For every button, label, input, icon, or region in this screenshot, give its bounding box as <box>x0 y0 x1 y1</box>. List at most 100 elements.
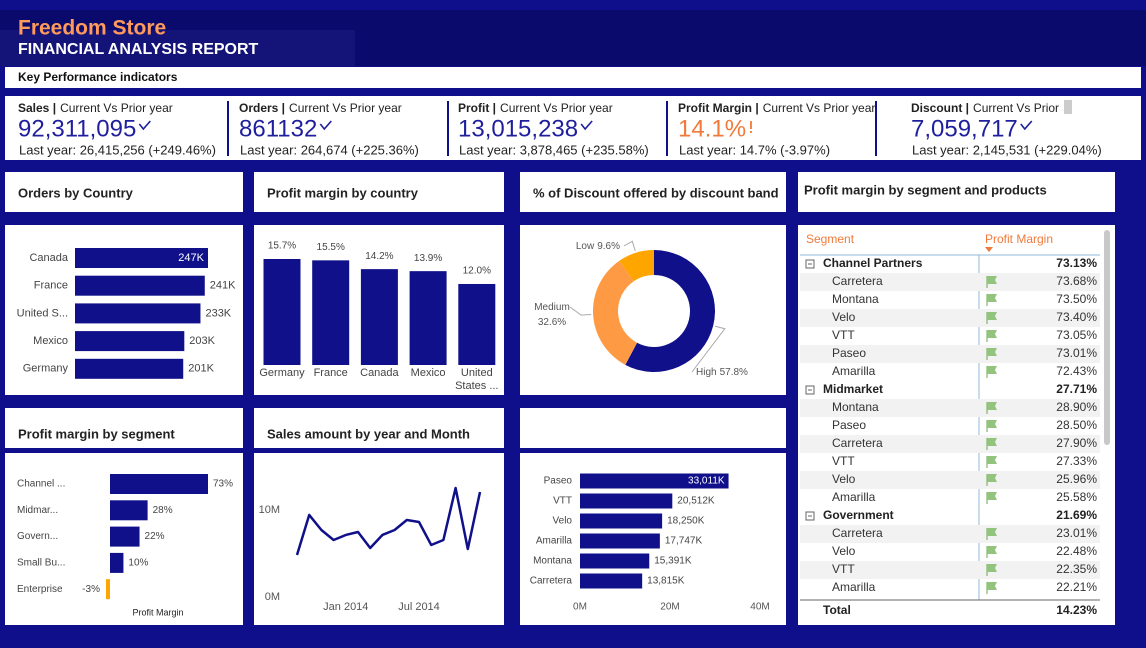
flag-icon <box>987 294 997 302</box>
row-value: 28.50% <box>1056 418 1097 432</box>
kpi-last-year: Last year: 26,415,256 (+249.46%) <box>19 142 216 157</box>
category-label: Channel ... <box>17 479 65 490</box>
kpi-value: 14.1% <box>678 115 746 142</box>
row-value: 23.01% <box>1056 526 1097 540</box>
slice-value: 9.6% <box>597 241 620 252</box>
row-shade <box>800 435 1100 453</box>
matrix-title: Profit margin by segment and products <box>804 182 1047 197</box>
panel <box>254 172 504 212</box>
x-tick-label: Jan 2014 <box>323 601 368 613</box>
x-tick-label: Jul 2014 <box>398 601 440 613</box>
category-label: Small Bu... <box>17 558 65 569</box>
category-label: Enterprise <box>17 584 63 595</box>
row-name: Paseo <box>832 418 866 432</box>
kpi-label: Profit Margin | Current Vs Prior year <box>678 101 875 115</box>
flag-icon <box>987 492 997 500</box>
value-label: -3% <box>82 584 100 595</box>
header-glow <box>0 30 355 66</box>
flag-icon <box>987 564 997 572</box>
kpi-icon <box>750 121 752 129</box>
row-value: 22.21% <box>1056 580 1097 594</box>
row-shade <box>800 525 1100 543</box>
bar <box>105 579 110 600</box>
leader-line <box>691 325 726 373</box>
value-label: 28% <box>153 505 173 516</box>
bar <box>110 500 148 521</box>
category-label: Germany <box>259 367 305 379</box>
value-label: 201K <box>188 363 214 375</box>
row-name: VTT <box>832 562 855 576</box>
bar <box>312 260 350 365</box>
row-name: Montana <box>832 292 879 306</box>
slice-category: Medium <box>534 302 570 313</box>
kpi-label: Profit | Current Vs Prior year <box>458 101 613 115</box>
kpi-name: Orders | <box>239 101 285 115</box>
value-label: 241K <box>210 280 236 292</box>
kpi-scroll <box>1064 100 1072 114</box>
value-label: 247K <box>178 252 204 264</box>
slice-value: 57.8% <box>720 367 748 378</box>
row-value: 73.40% <box>1056 310 1097 324</box>
value-label: 203K <box>189 335 215 347</box>
value-label: 33,011K <box>688 476 725 487</box>
row-value: 25.58% <box>1056 490 1097 504</box>
chart-title: % of Discount offered by discount band <box>533 185 779 200</box>
group-value: 21.69% <box>1056 508 1097 522</box>
category-label: United States ... <box>455 367 498 392</box>
category-label: Germany <box>23 363 69 375</box>
value-label: 73% <box>213 479 233 490</box>
category-label: VTT <box>553 496 572 507</box>
group-name: Channel Partners <box>823 256 923 270</box>
category-label: Govern... <box>17 531 58 542</box>
kpi-name: Profit Margin | <box>678 101 759 115</box>
value-label: 18,250K <box>667 516 705 527</box>
panel <box>5 408 243 448</box>
line <box>295 486 482 556</box>
panel <box>254 408 504 448</box>
kpi-comparison: Current Vs Prior year <box>60 101 173 115</box>
value-label: 15.5% <box>317 242 345 253</box>
kpi-value: 13,015,238 <box>458 115 578 142</box>
kpi-name: Discount | <box>911 101 969 115</box>
flag-icon <box>987 330 997 338</box>
value-label: 233K <box>205 307 231 319</box>
value-label: 10% <box>128 558 148 569</box>
kpi-last-year: Last year: 3,878,465 (+235.58%) <box>459 142 649 157</box>
bar <box>580 573 643 589</box>
category-label: Amarilla <box>536 536 573 547</box>
slice-value: 32.6% <box>538 317 566 328</box>
value-label: 17,747K <box>665 536 703 547</box>
bar <box>263 259 301 365</box>
value-label: 12.0% <box>463 266 491 277</box>
row-shade <box>800 345 1100 363</box>
category-label: Midmar... <box>17 505 58 516</box>
flag-icon <box>987 366 997 374</box>
category-label: Mexico <box>33 335 68 347</box>
kpi-last-year: Last year: 14.7% (-3.97%) <box>679 142 830 157</box>
donut-slice <box>619 250 654 282</box>
collapse-icon <box>805 385 815 395</box>
row-value: 73.68% <box>1056 274 1097 288</box>
kpi-icon <box>319 120 332 131</box>
kpi-label: Orders | Current Vs Prior year <box>239 101 402 115</box>
group-value: 73.13% <box>1056 256 1097 270</box>
category-label: Velo <box>553 516 573 527</box>
x-axis-title: Profit Margin <box>132 607 183 617</box>
flag-icon <box>987 402 997 410</box>
row-name: VTT <box>832 328 855 342</box>
value-label: 13,815K <box>647 576 685 587</box>
row-name: Velo <box>832 310 856 324</box>
x-tick-label: 20M <box>660 602 679 613</box>
kpi-icon <box>750 131 752 133</box>
row-value: 72.43% <box>1056 364 1097 378</box>
slice-category: Low <box>576 241 595 252</box>
flag-icon <box>987 528 997 536</box>
flag-icon <box>987 546 997 554</box>
panel <box>5 96 1141 160</box>
row-name: Velo <box>832 544 856 558</box>
row-value: 73.50% <box>1056 292 1097 306</box>
category-label: United S... <box>17 307 68 319</box>
bar <box>75 248 208 268</box>
kpi-name: Sales | <box>18 101 56 115</box>
